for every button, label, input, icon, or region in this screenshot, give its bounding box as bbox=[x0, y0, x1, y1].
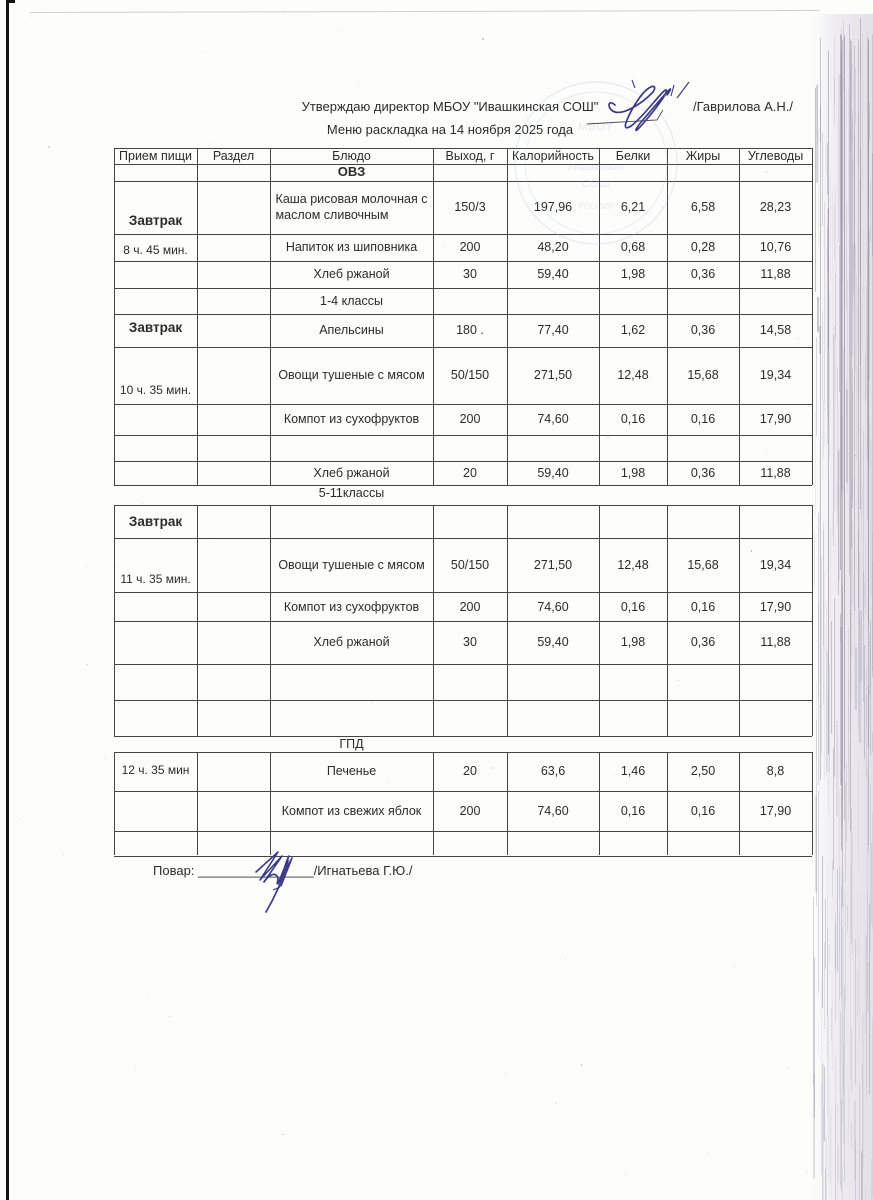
svg-text:Ивашкинская: Ивашкинская bbox=[568, 162, 624, 172]
svg-text:СОШ: СОШ bbox=[581, 178, 610, 190]
svg-text:* РОССИЯ *: * РОССИЯ * bbox=[573, 202, 618, 211]
